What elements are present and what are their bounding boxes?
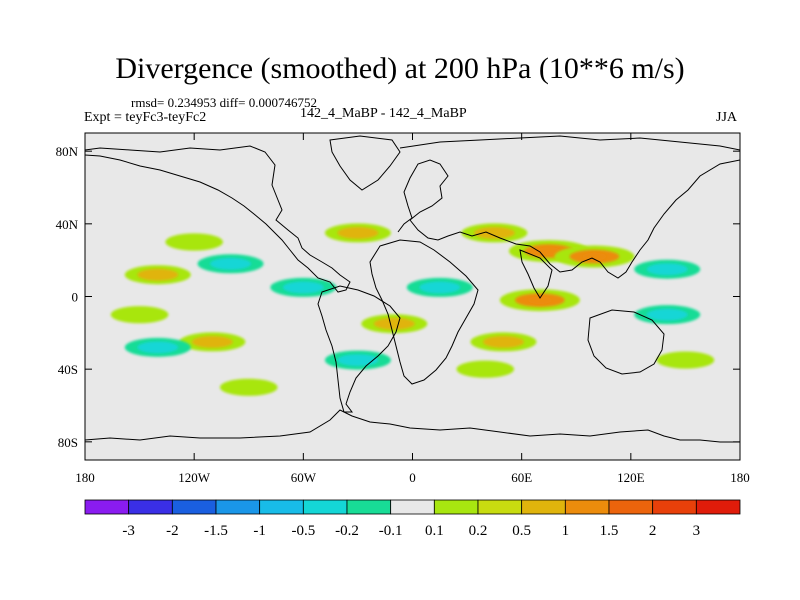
coastline-south-america bbox=[317, 285, 401, 413]
colorbar-label: -1.5 bbox=[204, 523, 228, 539]
x-tick-label: 120E bbox=[617, 470, 645, 485]
colorbar-swatch bbox=[84, 499, 130, 515]
colorbar-label: 0.2 bbox=[469, 523, 488, 539]
x-tick-label: 60W bbox=[291, 470, 317, 485]
colorbar-swatch bbox=[128, 499, 173, 515]
colorbar-label: -0.2 bbox=[335, 523, 359, 539]
coastline-australia bbox=[587, 309, 665, 375]
colorbar-swatch bbox=[477, 499, 523, 515]
y-tick-label: 80S bbox=[58, 435, 78, 450]
colorbar-label: 0.1 bbox=[425, 523, 444, 539]
field-feature bbox=[110, 306, 169, 324]
y-tick-label: 80N bbox=[56, 144, 79, 159]
axes-layer: 180 120W 60W 0 60E 120E 180 80N 40N 0 40S 80S bbox=[56, 133, 750, 485]
x-tick-label: 60E bbox=[511, 470, 532, 485]
field-feature-core bbox=[473, 227, 515, 239]
field-feature bbox=[165, 233, 223, 251]
coastline-layer bbox=[85, 135, 740, 443]
field-layer bbox=[110, 223, 715, 396]
season-label: JJA bbox=[716, 110, 738, 125]
colorbar-swatch bbox=[302, 499, 348, 515]
colorbar-label: -3 bbox=[122, 523, 135, 539]
coastline-africa bbox=[369, 239, 479, 385]
colorbar-swatch bbox=[171, 499, 217, 515]
field-feature-peak bbox=[527, 296, 552, 304]
x-tick-label: 180 bbox=[75, 470, 95, 485]
colorbar-label: -0.1 bbox=[379, 523, 403, 539]
experiment-label: Expt = teyFc3-teyFc2 bbox=[84, 110, 207, 125]
plot-background bbox=[85, 133, 740, 460]
field-feature-peak bbox=[536, 247, 561, 255]
colorbar-label: 1 bbox=[562, 523, 570, 539]
field-feature-core bbox=[210, 257, 252, 270]
field-feature-core bbox=[646, 263, 688, 276]
field-feature bbox=[219, 378, 278, 396]
field-feature-core bbox=[282, 281, 324, 294]
y-tick-label: 40S bbox=[58, 362, 78, 377]
y-tick-label: 40N bbox=[56, 217, 79, 232]
field-feature-core bbox=[483, 336, 524, 348]
colorbar-label: 1.5 bbox=[600, 523, 619, 539]
chart-title: Divergence (smoothed) at 200 hPa (10**6 … bbox=[115, 52, 685, 85]
colorbar-label: -0.5 bbox=[291, 523, 315, 539]
colorbar: -3 -2 -1.5 -1 -0.5 -0.2 -0.1 0.1 0.2 0.5 1 1.5 2 3 bbox=[84, 499, 741, 539]
field-feature-core bbox=[337, 354, 379, 366]
colorbar-swatch bbox=[695, 499, 741, 515]
colorbar-label: 2 bbox=[649, 523, 657, 539]
x-tick-label: 180 bbox=[730, 470, 750, 485]
x-tick-label: 120W bbox=[178, 470, 211, 485]
colorbar-swatch bbox=[608, 499, 654, 515]
field-feature-peak bbox=[582, 252, 607, 261]
field-feature-core bbox=[373, 317, 415, 330]
field-feature-core bbox=[191, 336, 233, 348]
field-feature-core bbox=[646, 308, 688, 321]
colorbar-swatch bbox=[652, 499, 697, 515]
colorbar-label: -2 bbox=[166, 523, 179, 539]
y-tick-label: 0 bbox=[72, 290, 79, 305]
colorbar-swatch bbox=[564, 499, 610, 515]
period-label: 142_4_MaBP - 142_4_MaBP bbox=[300, 106, 467, 121]
field-feature-core bbox=[337, 227, 379, 239]
colorbar-label: 0.5 bbox=[512, 523, 531, 539]
coastline-india bbox=[519, 249, 553, 299]
coastline-eurasia bbox=[397, 135, 740, 279]
field-feature-core bbox=[419, 281, 461, 294]
field-feature-core bbox=[137, 268, 179, 281]
coastline-antarctica bbox=[85, 409, 740, 443]
colorbar-swatch bbox=[346, 499, 392, 515]
colorbar-swatch bbox=[390, 499, 435, 515]
coastline-north-america bbox=[85, 145, 351, 293]
colorbar-swatch bbox=[521, 499, 566, 515]
colorbar-swatch bbox=[259, 499, 304, 515]
field-feature bbox=[456, 360, 515, 378]
colorbar-label: 3 bbox=[693, 523, 701, 539]
colorbar-swatch bbox=[215, 499, 261, 515]
colorbar-swatch bbox=[433, 499, 479, 515]
field-feature bbox=[656, 351, 715, 369]
x-tick-label: 0 bbox=[409, 470, 416, 485]
field-feature-core bbox=[137, 341, 179, 354]
stats-text: rmsd= 0.234953 diff= 0.000746752 bbox=[131, 95, 317, 110]
colorbar-label: -1 bbox=[253, 523, 266, 539]
coastline-greenland bbox=[329, 135, 401, 191]
